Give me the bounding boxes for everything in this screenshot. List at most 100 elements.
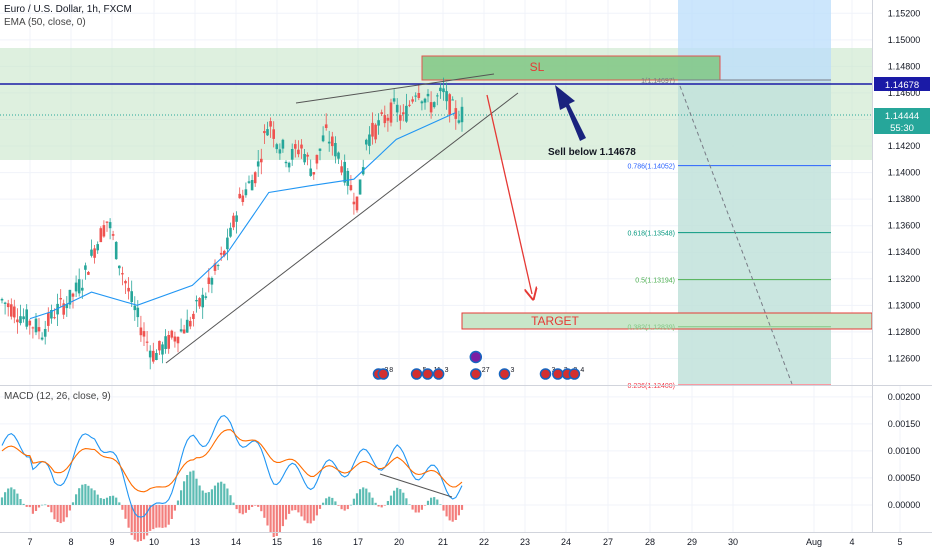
macd-histogram-bar (201, 490, 204, 505)
candle-body (306, 154, 309, 157)
macd-histogram-bar (257, 505, 260, 507)
macd-histogram-bar (442, 505, 445, 511)
candle-body (158, 340, 161, 351)
candle-body (50, 310, 53, 319)
candle-body (460, 106, 464, 123)
macd-histogram-bar (278, 505, 281, 532)
macd-histogram-bar (439, 504, 442, 505)
candle-body (34, 318, 38, 333)
macd-histogram-bar (213, 485, 217, 505)
candle-body (411, 99, 414, 102)
macd-histogram-bar (7, 488, 10, 505)
symbol-title[interactable]: Euro / U.S. Dollar, 1h, FXCM (4, 4, 132, 15)
signal-line (1, 429, 463, 493)
candle-body (284, 161, 288, 164)
macd-histogram-bar (142, 505, 146, 540)
macd-histogram-bar (183, 481, 186, 505)
candle-body (232, 215, 235, 228)
candle-body (448, 94, 451, 115)
macd-histogram-bar (127, 505, 130, 528)
macd-histogram-bar (303, 505, 306, 521)
time-tick-label: 8 (68, 537, 73, 547)
price-tick-label: 1.14800 (888, 61, 921, 71)
time-axis[interactable]: 7 8 9 10 13 14 15 16 17 20 21 22 23 24 27 28 29 30 Aug 4 5 (27, 537, 902, 547)
ema-legend[interactable]: EMA (50, close, 0) (4, 17, 86, 28)
candle-body (294, 144, 297, 149)
macd-histogram-bar (62, 505, 65, 522)
support-trendline[interactable] (165, 92, 519, 364)
time-tick-label: 23 (520, 537, 530, 547)
macd-histogram-bar (28, 505, 31, 508)
macd-histogram-bar (349, 504, 352, 506)
fib-level-label: 1(1.14697) (641, 78, 675, 85)
macd-histogram-bar (457, 505, 460, 516)
macd-histogram-bar (340, 505, 343, 510)
candle-body (3, 302, 7, 304)
candle-body (457, 120, 461, 123)
fib-level-label: 0.5(1.13194) (635, 278, 675, 285)
macd-legend[interactable]: MACD (12, 26, close, 9) (4, 391, 111, 402)
candle-body (43, 329, 47, 337)
event-marker[interactable]: 4 (568, 367, 584, 380)
fib-level-label: 0.236(1.12400) (628, 383, 675, 390)
time-tick-label: 30 (728, 537, 738, 547)
macd-histogram-bar (241, 505, 244, 515)
macd-histogram-bar (343, 505, 346, 511)
macd-histogram-bar (328, 496, 331, 505)
macd-histogram-bar (152, 505, 155, 530)
macd-tick-label: 0.00000 (888, 500, 921, 510)
event-count: 3 (511, 367, 515, 374)
macd-histogram-bar (223, 483, 226, 505)
candle-body (81, 287, 84, 291)
candle-body (380, 112, 383, 114)
event-marker[interactable]: 3 (432, 367, 449, 380)
candle-body (130, 291, 133, 302)
macd-histogram-bar (414, 505, 417, 513)
macd-histogram-bar (115, 497, 118, 505)
price-tick-label: 1.13000 (888, 300, 921, 310)
candle-body (324, 124, 328, 128)
macd-histogram-bar (220, 481, 223, 505)
macd-histogram-bar (411, 505, 414, 510)
event-marker[interactable]: 8 (377, 367, 393, 380)
candle-body (105, 221, 109, 223)
candle-body (368, 134, 371, 146)
macd-histogram-bar (389, 495, 393, 505)
event-marker[interactable]: 3 (498, 367, 515, 380)
macd-histogram-bar (173, 505, 176, 511)
macd-histogram-bar (56, 505, 59, 522)
candle-body (250, 180, 254, 191)
macd-histogram-bar (294, 505, 297, 511)
macd-grid (0, 396, 872, 506)
time-tick-label: 28 (645, 537, 655, 547)
candle-body (219, 252, 223, 255)
macd-histogram-bar (133, 505, 136, 540)
macd-histogram-bar (25, 505, 28, 507)
macd-histogram-bar (93, 490, 96, 505)
candle-body (229, 227, 232, 237)
macd-histogram-bar (180, 490, 183, 505)
macd-histogram-bar (44, 504, 47, 506)
candle-body (102, 225, 106, 237)
candle-body (352, 201, 356, 205)
price-tick-label: 1.13800 (888, 194, 921, 204)
current-price-text: 1.14444 (885, 111, 919, 122)
macd-histogram-bar (146, 505, 149, 536)
macd-histogram-bar (22, 503, 25, 505)
event-marker[interactable]: 27 (470, 367, 490, 380)
time-tick-label: 10 (149, 537, 159, 547)
candle-body (340, 166, 343, 173)
event-marker-stacked[interactable] (469, 350, 483, 364)
macd-histogram-bar (454, 505, 457, 520)
candle-body (374, 124, 377, 140)
time-tick-label: 20 (394, 537, 404, 547)
macd-histogram-bar (380, 505, 383, 508)
price-tick-label: 1.14200 (888, 141, 921, 151)
resistance-trendline[interactable] (295, 73, 495, 104)
macd-histogram-bar (99, 498, 102, 505)
price-axis[interactable] (872, 0, 932, 385)
candle-body (266, 129, 269, 136)
candle-body (210, 278, 214, 285)
macd-histogram-bar (13, 489, 16, 505)
